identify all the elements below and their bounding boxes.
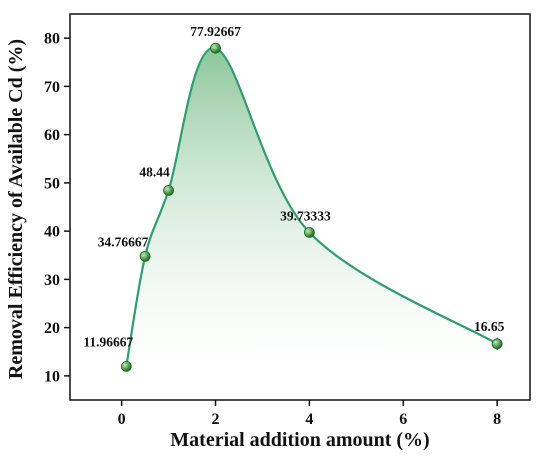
y-tick-label: 50 [44,175,60,192]
y-tick-label: 40 [44,224,60,241]
x-tick-label: 2 [212,411,220,428]
data-label: 16.65 [474,319,505,334]
area-fill [126,47,498,372]
data-label: 39.73333 [280,208,331,223]
x-axis-title: Material addition amount (%) [170,429,429,451]
data-label: 77.92667 [190,24,241,39]
x-axis-ticks: 0 2 4 6 8 [118,400,501,428]
data-point [163,185,174,196]
data-labels: 11.96667 34.76667 48.44 77.92667 39.73333 16.… [83,24,504,349]
y-tick-label: 70 [44,79,60,96]
x-tick-label: 6 [399,411,407,428]
y-axis-ticks: 10 20 30 40 50 60 70 80 [44,31,70,385]
y-tick-label: 60 [44,127,60,144]
x-tick-label: 0 [118,411,126,428]
data-point [120,360,132,372]
y-tick-label: 10 [44,368,60,385]
data-point [210,42,221,54]
y-tick-label: 30 [44,272,60,289]
data-point [303,227,315,238]
data-point [491,338,503,350]
y-axis-title: Removal Efficiency of Available Cd (%) [5,39,27,379]
data-label: 11.96667 [83,334,133,349]
data-label: 48.44 [139,164,170,179]
y-tick-label: 80 [44,31,60,48]
data-markers [120,42,503,372]
x-tick-label: 4 [305,411,313,428]
plot-frame [69,13,531,401]
x-tick-label: 8 [493,411,501,428]
data-label: 34.76667 [98,234,149,249]
y-tick-label: 20 [44,320,60,337]
data-point [139,250,151,262]
